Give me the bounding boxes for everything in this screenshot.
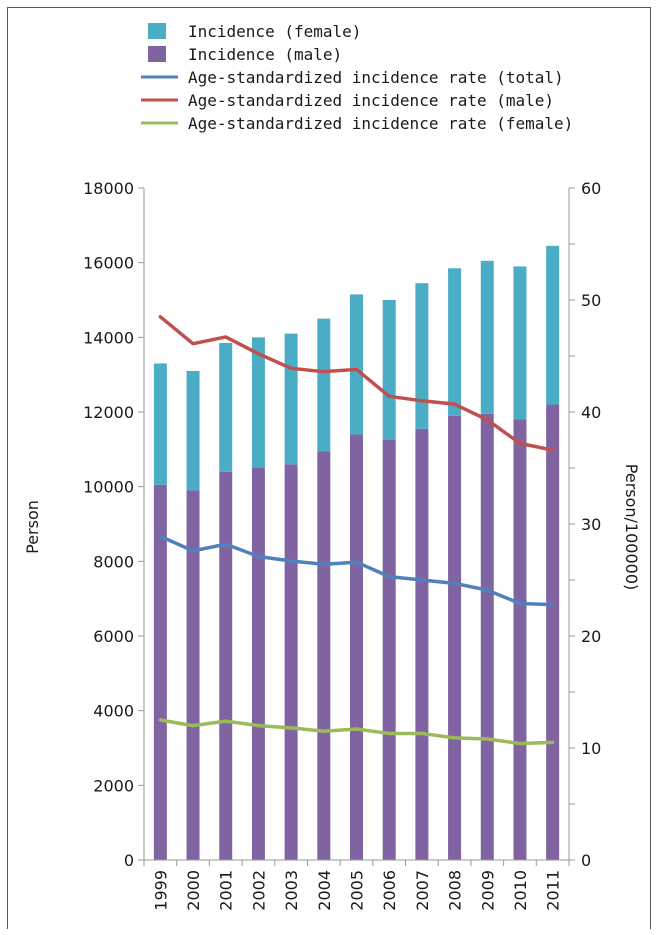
bar-male — [284, 464, 298, 860]
x-tick-label: 2002 — [249, 870, 268, 911]
x-tick-label: 2011 — [544, 870, 563, 911]
y-tick-label: 8000 — [93, 552, 134, 571]
bar-male — [317, 451, 331, 860]
y-tick-label: 14000 — [83, 328, 134, 347]
bar-male — [153, 484, 167, 860]
y2-axis-label: Person/100000) — [622, 464, 641, 590]
x-tick-label: 2010 — [511, 870, 530, 911]
legend-label: Incidence (female) — [188, 22, 361, 41]
y-tick-label: 16000 — [83, 254, 134, 273]
x-tick-label: 2005 — [348, 870, 367, 911]
y-axis-label: Person — [23, 500, 42, 554]
x-tick-label: 1999 — [151, 870, 170, 911]
y2-tick-label: 50 — [581, 291, 601, 310]
bar-female — [546, 245, 560, 405]
bar-male — [350, 434, 363, 860]
rate-line — [158, 315, 555, 452]
x-tick-label: 2004 — [315, 870, 334, 911]
bar-female — [382, 300, 396, 440]
x-tick-label: 2008 — [446, 870, 465, 911]
x-tick-label: 2003 — [282, 870, 301, 911]
legend: Incidence (female) Incidence (male) Age-st… — [141, 22, 573, 133]
y-tick-label: 0 — [124, 851, 134, 870]
y-tick-label: 4000 — [93, 702, 134, 721]
bar-female — [186, 370, 200, 491]
legend-label: Age-standardized incidence rate (male) — [188, 91, 554, 110]
x-tick-label: 2009 — [478, 870, 497, 911]
bar-male — [382, 440, 396, 860]
bar-male — [186, 490, 200, 860]
y2-tick-label: 10 — [581, 739, 601, 758]
bar-male — [448, 415, 462, 860]
x-tick-label: 2006 — [380, 870, 399, 911]
y2-tick-label: 60 — [581, 179, 601, 198]
legend-label: Age-standardized incidence rate (female) — [188, 114, 573, 133]
y-tick-label: 2000 — [93, 776, 134, 795]
x-tick-label: 2001 — [217, 870, 236, 911]
x-tick-label: 2007 — [413, 870, 432, 911]
legend-swatch — [148, 23, 166, 39]
bar-female — [513, 266, 527, 420]
bar-female — [317, 318, 331, 452]
bar-female — [448, 268, 462, 416]
bar-female — [284, 333, 298, 465]
bar-female — [153, 363, 167, 485]
y2-tick-label: 40 — [581, 403, 601, 422]
bars — [153, 245, 560, 860]
y-tick-label: 18000 — [83, 179, 134, 198]
bar-male — [480, 413, 494, 860]
figure-frame: Incidence (female) Incidence (male) Age-st… — [7, 7, 651, 929]
y-tick-label: 12000 — [83, 403, 134, 422]
bar-female — [251, 337, 265, 468]
bar-male — [219, 471, 233, 860]
bar-female — [480, 260, 494, 414]
axes: 0 2000 4000 6000 8000 10000 12000 14000 16000 180… — [83, 179, 601, 911]
bar-female — [415, 283, 429, 429]
axis-labels: Person Person/100000) — [23, 464, 641, 590]
y2-tick-label: 20 — [581, 627, 601, 646]
bar-male — [546, 404, 560, 860]
bar-female — [219, 342, 233, 472]
legend-label: Age-standardized incidence rate (total) — [188, 68, 564, 87]
bar-male — [415, 428, 429, 860]
y-tick-label: 6000 — [93, 627, 134, 646]
y2-tick-label: 30 — [581, 515, 601, 534]
bar-male — [513, 419, 527, 860]
bar-male — [251, 468, 265, 860]
legend-label: Incidence (male) — [188, 45, 342, 64]
rate-lines — [158, 315, 555, 746]
y-tick-label: 10000 — [83, 478, 134, 497]
rate-line — [158, 534, 555, 607]
rate-line — [158, 718, 555, 746]
bar-female — [350, 294, 363, 435]
y2-tick-label: 0 — [581, 851, 591, 870]
legend-swatch — [148, 46, 166, 62]
chart: Incidence (female) Incidence (male) Age-st… — [23, 22, 641, 911]
x-tick-label: 2000 — [184, 870, 203, 911]
